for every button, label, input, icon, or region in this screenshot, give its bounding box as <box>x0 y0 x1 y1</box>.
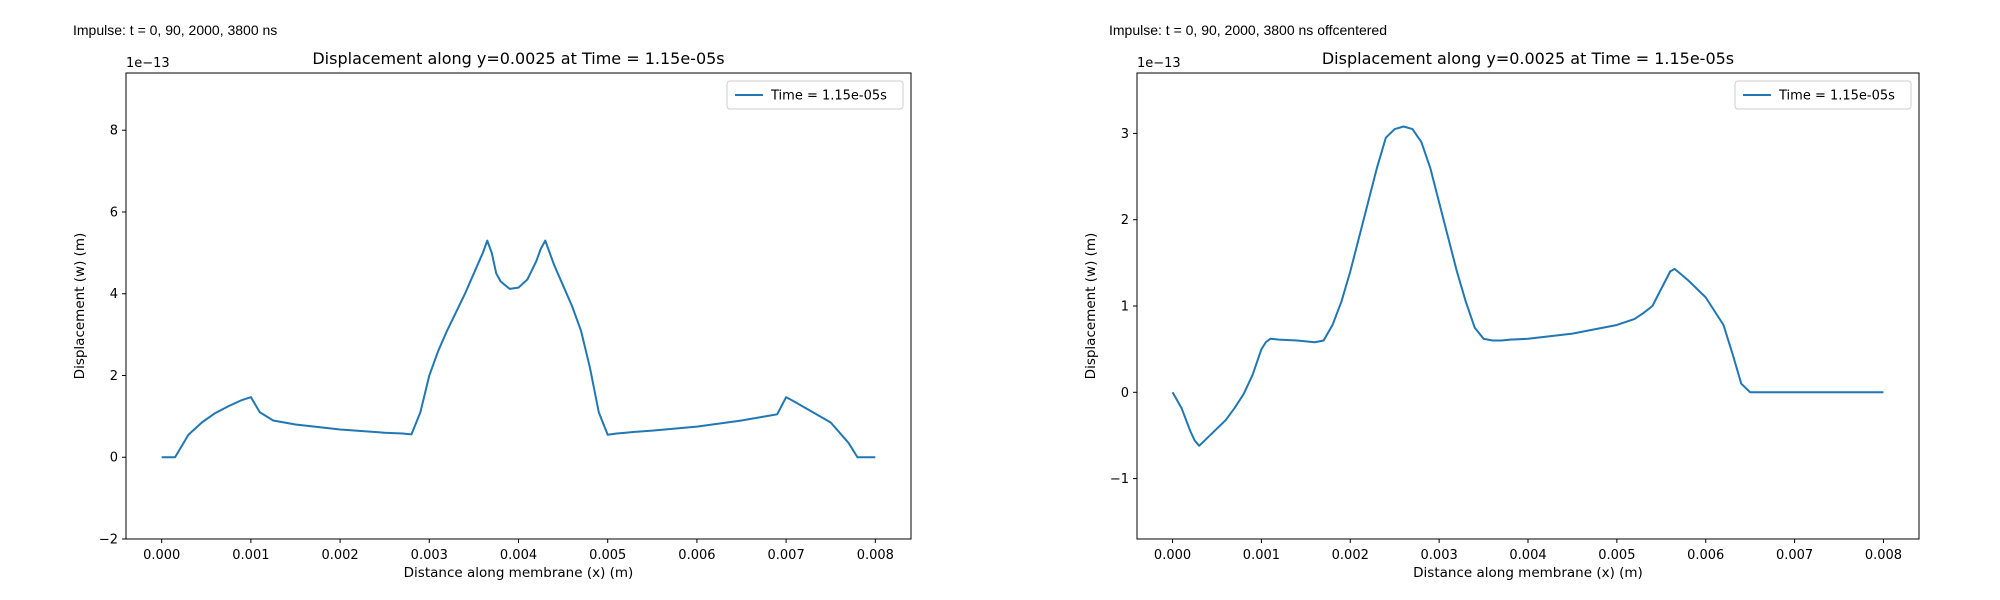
x-tick-label: 0.000 <box>143 548 180 563</box>
y-tick-label: 1 <box>1121 300 1129 315</box>
y-tick-label: 4 <box>110 287 118 302</box>
x-tick-label: 0.006 <box>678 548 715 563</box>
series-line <box>161 239 876 459</box>
legend-entry: Time = 1.15e-05s <box>1778 89 1895 104</box>
x-tick-label: 0.003 <box>1421 548 1458 563</box>
series-line <box>1171 125 1884 447</box>
x-axis-label: Distance along membrane (x) (m) <box>1413 565 1643 581</box>
y-tick-label: −2 <box>99 533 118 548</box>
x-tick-label: 0.003 <box>411 548 448 563</box>
chart-title: Displacement along y=0.0025 at Time = 1.… <box>312 49 724 68</box>
y-tick-label: 8 <box>110 124 118 139</box>
axes-frame <box>125 72 912 540</box>
y-axis-label: Displacement (w) (m) <box>72 233 88 380</box>
y-tick-label: −1 <box>1110 472 1129 487</box>
chart-title: Displacement along y=0.0025 at Time = 1.… <box>1322 49 1734 68</box>
figure-label-left: Impulse: t = 0, 90, 2000, 3800 ns <box>73 22 278 38</box>
x-tick-label: 0.004 <box>1509 548 1546 563</box>
figure-label-right: Impulse: t = 0, 90, 2000, 3800 ns offcen… <box>1109 22 1387 38</box>
legend-entry: Time = 1.15e-05s <box>770 89 887 104</box>
legend-box <box>726 80 904 110</box>
x-tick-label: 0.002 <box>321 548 358 563</box>
x-tick-label: 0.004 <box>500 548 537 563</box>
y-tick-label: 0 <box>1121 386 1129 401</box>
chart-right: 0.000 0.001 0.002 0.003 0.004 0.005 0.006 0.007… <box>1083 49 1920 581</box>
y-tick-label: 2 <box>1121 213 1129 228</box>
y-tick-label: 3 <box>1121 127 1129 142</box>
y-scale-multiplier: 1e−13 <box>1137 56 1181 71</box>
x-tick-label: 0.005 <box>1598 548 1635 563</box>
x-tick-label: 0.005 <box>589 548 626 563</box>
x-tick-label: 0.008 <box>857 548 894 563</box>
y-tick-label: 6 <box>110 205 118 220</box>
x-tick-label: 0.001 <box>1243 548 1280 563</box>
axes-frame <box>1136 72 1920 540</box>
y-axis-label: Displacement (w) (m) <box>1083 233 1099 380</box>
x-axis-label: Distance along membrane (x) (m) <box>404 565 634 581</box>
x-tick-label: 0.007 <box>768 548 805 563</box>
legend-box <box>1734 80 1912 110</box>
x-tick-label: 0.006 <box>1687 548 1724 563</box>
y-scale-multiplier: 1e−13 <box>126 56 170 71</box>
x-tick-label: 0.000 <box>1154 548 1191 563</box>
x-tick-label: 0.001 <box>232 548 269 563</box>
x-tick-label: 0.007 <box>1776 548 1813 563</box>
chart-left: 0.000 0.001 0.002 0.003 0.004 0.005 0.006 0.007… <box>72 49 912 581</box>
x-tick-label: 0.002 <box>1332 548 1369 563</box>
y-tick-label: 0 <box>110 451 118 466</box>
y-tick-label: 2 <box>110 369 118 384</box>
x-tick-label: 0.008 <box>1865 548 1902 563</box>
